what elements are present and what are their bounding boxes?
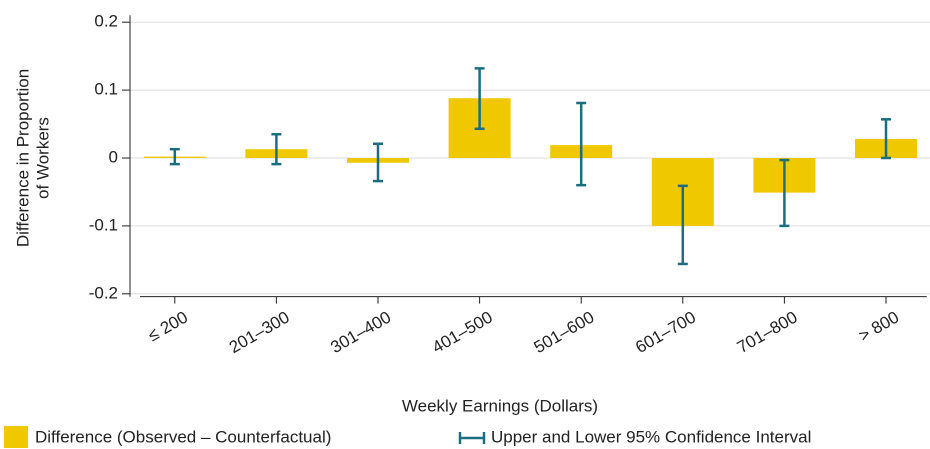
x-tick-label: 501–600 — [531, 307, 598, 357]
legend-swatch — [458, 432, 486, 444]
x-tick-label: 301–400 — [327, 307, 394, 357]
x-axis-label: Weekly Earnings (Dollars) — [402, 396, 598, 415]
legend-label: Upper and Lower 95% Confidence Interval — [491, 427, 811, 446]
x-tick-label: 201–300 — [226, 307, 293, 357]
x-tick-label: 401–500 — [429, 307, 496, 357]
y-tick-label: -0.2 — [89, 283, 118, 302]
y-tick-label: 0 — [109, 147, 118, 166]
y-tick-label: -0.1 — [89, 215, 118, 234]
y-tick-label: 0.2 — [94, 12, 118, 31]
x-tick-label: 701–800 — [734, 307, 801, 357]
legend-swatch — [4, 426, 28, 448]
x-tick-label: 601–700 — [632, 307, 699, 357]
y-axis-label: of Workers — [33, 117, 52, 199]
y-axis-label: Difference in Proportion — [13, 69, 32, 247]
legend-label: Difference (Observed – Counterfactual) — [35, 427, 331, 446]
y-tick-label: 0.1 — [94, 80, 118, 99]
x-tick-label: > 800 — [855, 307, 902, 345]
x-tick-label: ≤ 200 — [145, 307, 191, 345]
